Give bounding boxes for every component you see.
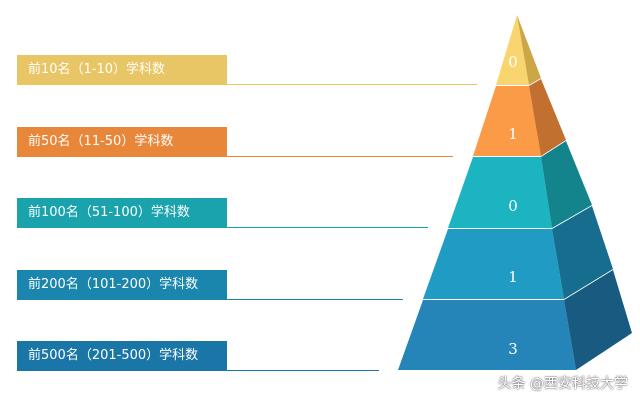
pyramid-tier-top10: 0 bbox=[496, 15, 541, 85]
tier-label-top500: 前500名（201-500）学科数 bbox=[17, 341, 227, 371]
tier-value-top10: 0 bbox=[508, 53, 518, 71]
tier-value-top500: 3 bbox=[508, 340, 518, 358]
tier-value-top100: 0 bbox=[508, 197, 518, 215]
tier-value-top200: 1 bbox=[508, 268, 518, 286]
tier-side-face bbox=[529, 79, 566, 156]
tier-front-face bbox=[423, 229, 564, 299]
tier-label-top100: 前100名（51-100）学科数 bbox=[17, 198, 227, 228]
tier-side-face bbox=[552, 206, 613, 299]
tier-front-face bbox=[496, 15, 529, 85]
pyramid-tier-top100: 0 bbox=[448, 141, 592, 228]
tier-label-top200: 前200名（101-200）学科数 bbox=[17, 270, 227, 300]
leader-line-top500 bbox=[227, 370, 379, 371]
pyramid-tier-top50: 1 bbox=[473, 79, 566, 156]
tier-side-face bbox=[564, 270, 632, 370]
tier-front-face bbox=[473, 86, 541, 156]
tier-side-face bbox=[541, 141, 592, 228]
tier-label-top10: 前10名（1-10）学科数 bbox=[17, 55, 227, 85]
leader-line-top50 bbox=[227, 156, 453, 157]
tier-label-top50: 前50名（11-50）学科数 bbox=[17, 127, 227, 157]
tier-value-top50: 1 bbox=[508, 125, 518, 143]
leader-line-top100 bbox=[227, 227, 428, 228]
pyramid-tier-top500: 3 bbox=[398, 270, 632, 370]
tier-side-face bbox=[517, 15, 541, 85]
pyramid-tier-top200: 1 bbox=[423, 206, 613, 299]
leader-line-top200 bbox=[227, 299, 403, 300]
watermark-text: 头条 @西安科技大学 bbox=[497, 376, 628, 392]
tier-front-face bbox=[448, 157, 552, 228]
tier-front-face bbox=[398, 300, 576, 370]
leader-line-top10 bbox=[227, 84, 477, 85]
